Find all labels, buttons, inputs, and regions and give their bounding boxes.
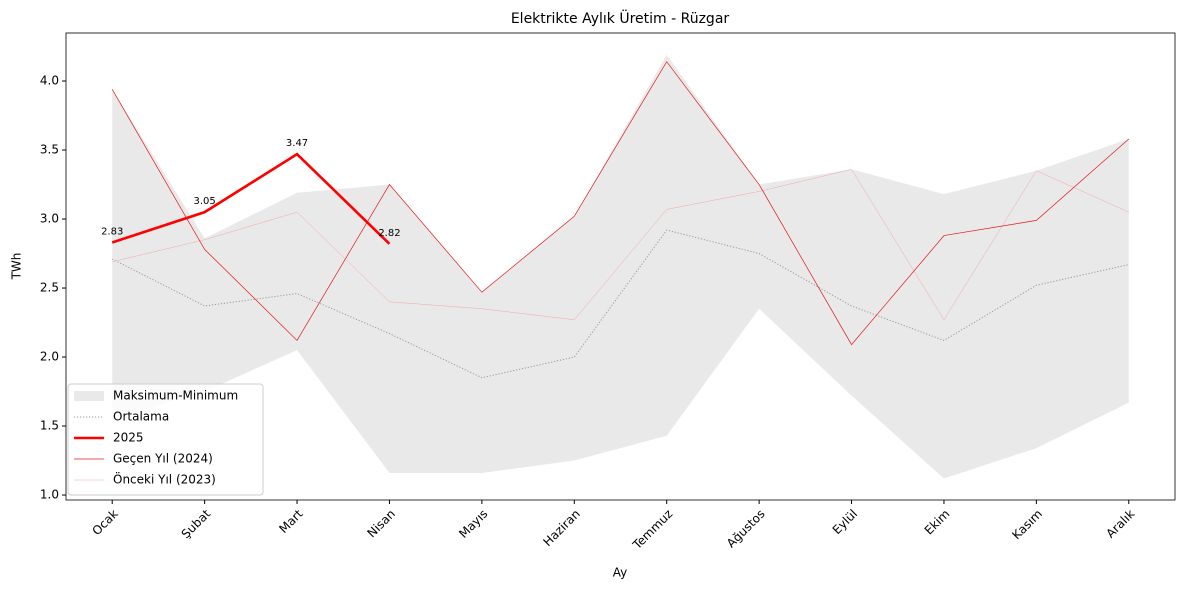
x-tick-label: Temmuz xyxy=(629,507,675,553)
legend-label: 2025 xyxy=(113,431,144,445)
series-line xyxy=(111,61,1130,346)
x-tick-label: Mayıs xyxy=(456,507,490,541)
y-tick-label: 2.5 xyxy=(40,281,59,295)
y-tick-label: 4.0 xyxy=(40,74,59,88)
x-tick-label: Ocak xyxy=(89,507,120,538)
y-tick-label: 1.5 xyxy=(40,419,59,433)
y-tick-label: 3.5 xyxy=(40,143,59,157)
legend-label: Maksimum-Minimum xyxy=(113,389,238,403)
x-tick-label: Haziran xyxy=(541,507,583,549)
x-tick-label: Kasım xyxy=(1009,507,1045,543)
legend-label: Geçen Yıl (2024) xyxy=(113,452,213,466)
x-tick-label: Eylül xyxy=(830,507,860,537)
series-line xyxy=(112,169,1129,321)
x-tick-label: Ekim xyxy=(922,507,953,538)
chart-title: Elektrikte Aylık Üretim - Rüzgar xyxy=(511,9,730,27)
x-tick-label: Aralık xyxy=(1103,507,1137,541)
y-tick-label: 2.0 xyxy=(40,350,59,364)
data-label: 3.47 xyxy=(286,138,308,149)
y-axis-label: TWh xyxy=(10,253,24,281)
plot-frame xyxy=(65,32,1176,501)
legend: Maksimum-Minimum Ortalama 2025 Geçen Yıl (2… xyxy=(67,383,264,496)
series-line xyxy=(111,229,1129,379)
x-tick-label: Nisan xyxy=(364,507,398,541)
range-band xyxy=(112,54,1129,479)
x-tick-label: Şubat xyxy=(179,506,214,541)
x-axis-label: Ay xyxy=(613,566,628,580)
legend-box xyxy=(67,383,264,496)
legend-label: Ortalama xyxy=(113,410,169,424)
data-label: 3.05 xyxy=(193,196,215,207)
y-tick-label: 3.0 xyxy=(40,212,59,226)
data-label: 2.83 xyxy=(101,226,123,237)
y-tick-label: 1.0 xyxy=(40,488,59,502)
data-label: 2.82 xyxy=(378,228,400,239)
legend-swatch xyxy=(74,391,104,401)
x-tick-label: Mart xyxy=(276,506,305,535)
series-line xyxy=(111,152,391,245)
x-tick-label: Ağustos xyxy=(724,507,768,551)
legend-label: Önceki Yıl (2023) xyxy=(113,471,216,487)
